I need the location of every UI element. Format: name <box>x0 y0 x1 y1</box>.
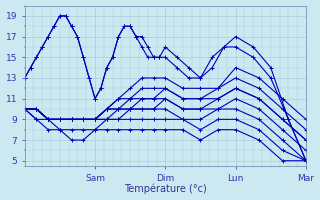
X-axis label: Température (°c): Température (°c) <box>124 184 207 194</box>
